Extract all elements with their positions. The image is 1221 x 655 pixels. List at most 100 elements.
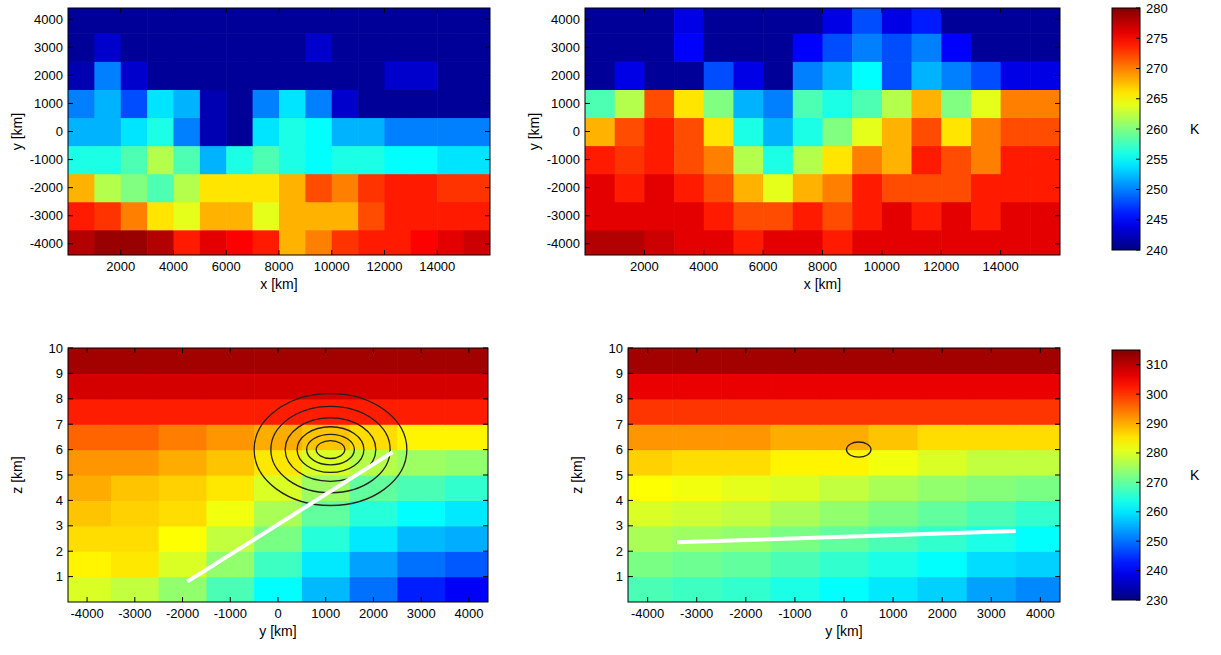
cell [358,89,385,118]
cell [644,89,674,118]
cell [852,202,882,231]
cell [941,117,971,146]
line [187,452,392,582]
tick [1136,38,1140,39]
cell [869,424,919,450]
tick [485,47,490,48]
cell [852,33,882,62]
cell [111,348,159,374]
cell [770,399,820,425]
tick [941,8,942,13]
cell [94,61,121,90]
cell [869,500,919,526]
cell [358,117,385,146]
cell [1001,230,1031,255]
cell [615,89,645,118]
cell [68,230,95,255]
cell [68,399,112,425]
cell [852,89,882,118]
colorbar: 240245250255260265270275280K [1112,1,1200,258]
cell [226,230,253,255]
tick [1055,19,1060,20]
cell [305,174,332,203]
cell [464,61,490,90]
cell [1016,450,1060,476]
contour [316,441,345,459]
cell [971,33,1001,62]
tick [1055,500,1060,501]
cell [397,373,445,399]
cell [253,117,280,146]
cell [332,230,359,255]
cell [674,202,704,231]
cell [445,399,488,425]
tick [134,348,135,353]
tick [87,597,88,602]
tick [485,159,490,160]
tick-label: -2000 [166,606,199,621]
cell [721,500,771,526]
tick [628,373,633,374]
cell [68,450,112,476]
cell [585,202,615,231]
cell [644,174,674,203]
tick-label: 6 [616,442,623,457]
cell [823,33,853,62]
tick [120,8,121,13]
cell [206,424,254,450]
cell [253,61,280,90]
cell [967,577,1017,602]
tick [68,424,73,425]
tick [644,8,645,13]
cell [733,146,763,175]
tick [941,250,942,255]
cell [674,174,704,203]
cell [174,117,201,146]
cell [1001,33,1031,62]
cell [279,117,306,146]
cell [121,89,148,118]
cell [226,202,253,231]
contour [271,406,390,492]
cell [121,174,148,203]
tick-label: -1000 [214,606,247,621]
cell [445,424,488,450]
tick [226,8,227,13]
cell [1001,61,1031,90]
cell [918,500,968,526]
cell [763,61,793,90]
cell [174,89,201,118]
cell [200,146,227,175]
tick [1136,250,1140,251]
cell [1016,399,1060,425]
cell [385,146,412,175]
cell [971,61,1001,90]
cell [121,230,148,255]
tick-label: 3 [616,518,623,533]
tick [991,597,992,602]
cell [941,33,971,62]
tick [1136,159,1140,160]
tick [173,8,174,13]
cell [793,174,823,203]
cell [279,202,306,231]
tick [794,597,795,602]
cell [279,174,306,203]
cell [302,526,350,552]
tick [325,597,326,602]
cell [385,230,412,255]
cell [350,348,398,374]
tick [384,250,385,255]
tick-label: 290 [1146,416,1168,431]
tick-label: 3000 [551,40,580,55]
tick [1055,131,1060,132]
cell [721,348,771,374]
cell [793,89,823,118]
tick [483,551,488,552]
cell [704,146,734,175]
tick [325,348,326,353]
cell [200,33,227,62]
cell [733,61,763,90]
cell [770,551,820,577]
cell [302,577,350,602]
